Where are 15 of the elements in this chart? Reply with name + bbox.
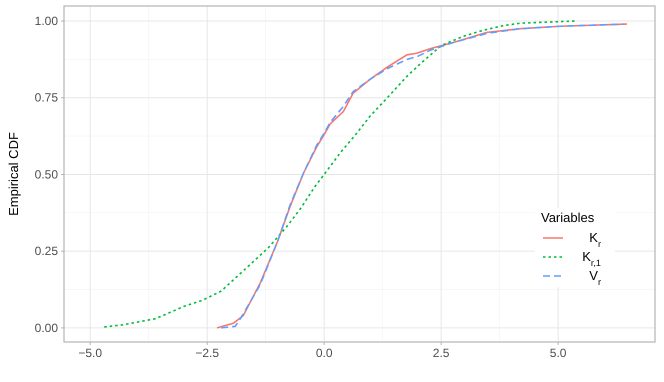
x-tick-label: −2.5 [195, 346, 220, 360]
x-tick-label: 5.0 [550, 346, 567, 360]
y-tick-label: 0.25 [34, 244, 58, 258]
y-tick-label: 1.00 [34, 14, 58, 28]
legend-label: V$_{r}$ [589, 268, 601, 287]
legend-title: Variables [541, 210, 595, 225]
y-tick-label: 0.50 [34, 167, 58, 182]
y-axis-title: Empirical CDF [6, 132, 21, 216]
x-tick-label: −5.0 [78, 346, 102, 360]
legend-label: K$_{r,1}$ [582, 249, 601, 268]
y-tick-label: 0.00 [34, 320, 58, 335]
y-tick-label: 0.75 [34, 90, 58, 105]
legend-label: K$_{r}$ [589, 230, 601, 249]
x-tick-label: 0.0 [316, 346, 333, 360]
x-tick-label: 2.5 [432, 346, 450, 360]
